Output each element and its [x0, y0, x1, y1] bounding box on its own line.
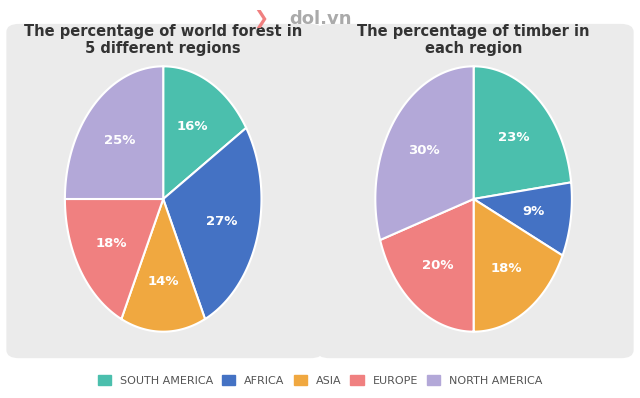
Text: 23%: 23% — [498, 131, 530, 144]
Polygon shape — [163, 66, 246, 199]
Title: The percentage of world forest in
5 different regions: The percentage of world forest in 5 diff… — [24, 23, 302, 56]
Polygon shape — [65, 66, 163, 199]
Polygon shape — [65, 199, 163, 319]
Text: 16%: 16% — [177, 121, 208, 133]
Polygon shape — [163, 128, 262, 319]
Text: 25%: 25% — [104, 135, 136, 147]
Polygon shape — [474, 199, 563, 332]
Polygon shape — [474, 66, 571, 199]
Text: 9%: 9% — [523, 205, 545, 219]
Text: ❯: ❯ — [253, 10, 269, 28]
Polygon shape — [122, 199, 205, 332]
Polygon shape — [380, 199, 474, 332]
Text: 18%: 18% — [490, 262, 522, 275]
Polygon shape — [375, 66, 474, 240]
Text: 27%: 27% — [206, 215, 237, 228]
Text: 18%: 18% — [96, 236, 127, 250]
Legend: SOUTH AMERICA, AFRICA, ASIA, EUROPE, NORTH AMERICA: SOUTH AMERICA, AFRICA, ASIA, EUROPE, NOR… — [93, 371, 547, 390]
Text: 14%: 14% — [147, 275, 179, 288]
Text: 30%: 30% — [408, 144, 440, 157]
Title: The percentage of timber in
each region: The percentage of timber in each region — [357, 23, 590, 56]
Text: 20%: 20% — [422, 259, 454, 272]
Polygon shape — [474, 182, 572, 256]
Text: dol.vn: dol.vn — [289, 10, 351, 28]
